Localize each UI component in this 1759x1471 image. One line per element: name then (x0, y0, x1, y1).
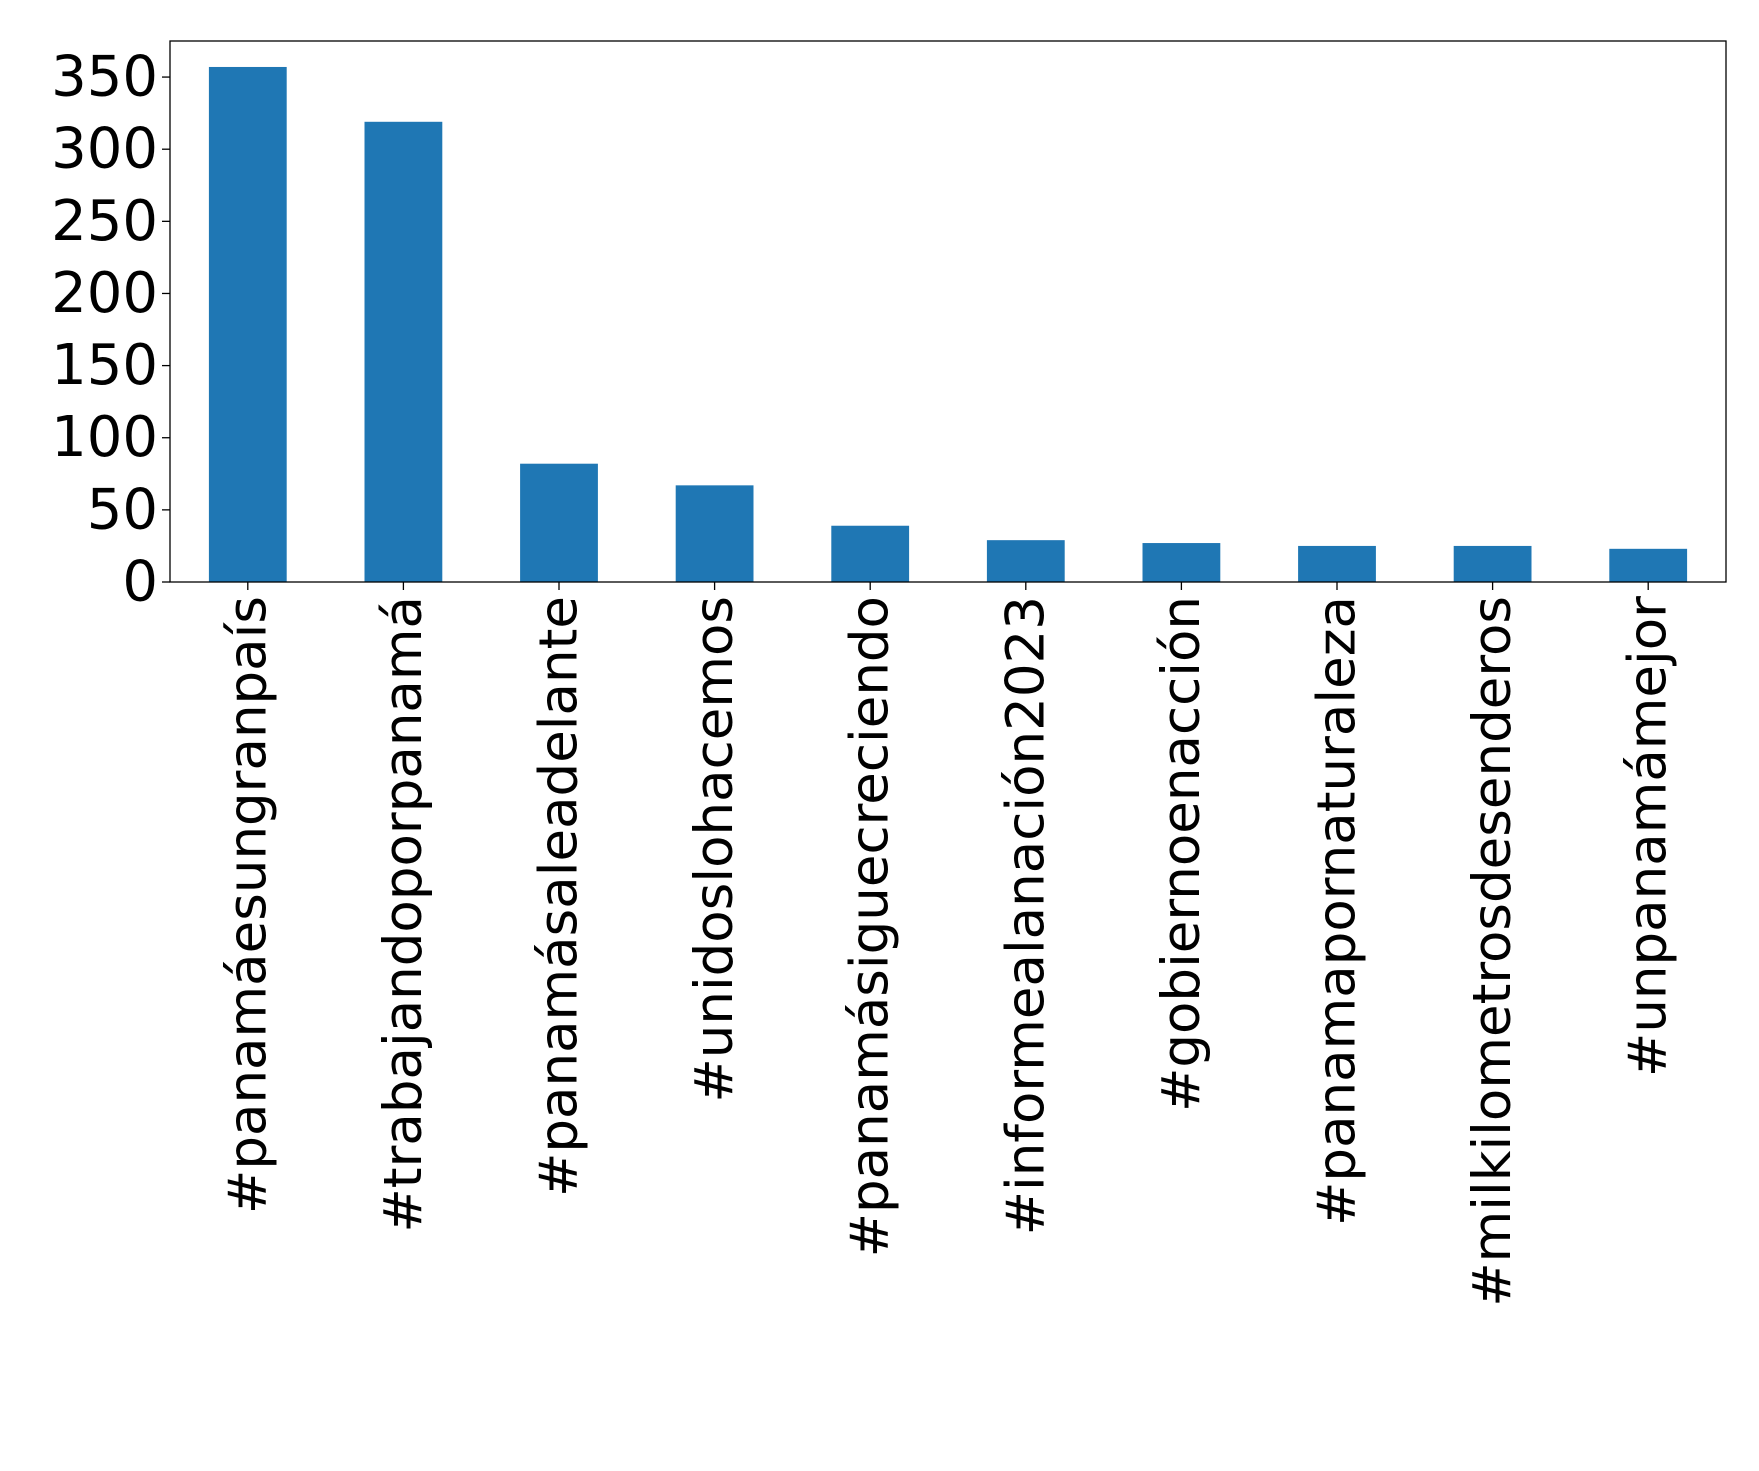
bar-4 (675, 485, 754, 582)
x-tick-label-10: #unpanamámejor (1618, 596, 1679, 1077)
bar-8 (1298, 545, 1376, 582)
bar-3 (520, 463, 598, 582)
y-tick-label-150: 150 (51, 333, 158, 398)
bar-7 (1142, 543, 1221, 582)
y-tick-label-0: 0 (122, 550, 158, 615)
y-tick-label-350: 350 (51, 45, 158, 110)
y-tick-label-100: 100 (51, 405, 158, 470)
x-tick-label-9: #milkilometrosdesenderos (1462, 596, 1523, 1307)
x-tick-label-3: #panamásaleadelante (529, 596, 590, 1197)
bar-10 (1609, 548, 1688, 582)
x-tick-label-2: #trabajandoporpanamá (373, 596, 434, 1233)
x-tick-label-5: #panamásiguecreciendo (840, 596, 901, 1257)
bar-6 (986, 540, 1065, 582)
x-axis: #panamáesungranpaís #trabajandoporpanamá #… (217, 582, 1679, 1307)
x-tick-label-7: #gobiernoenacción (1151, 596, 1212, 1112)
bar-1 (208, 66, 287, 582)
x-tick-label-1: #panamáesungranpaís (217, 596, 278, 1214)
x-tick-label-8: #panamapornaturaleza (1307, 596, 1368, 1226)
bar-2 (364, 121, 443, 582)
y-tick-label-50: 50 (87, 477, 158, 542)
y-tick-label-250: 250 (51, 189, 158, 254)
y-axis: 0 50 100 150 200 250 300 350 (51, 45, 170, 615)
bars-layer (208, 66, 1688, 582)
plot-frame (169, 40, 1727, 583)
x-tick-label-4: #unidoslohacemos (684, 596, 745, 1103)
x-tick-label-6: #informealanación2023 (995, 596, 1056, 1235)
bar-9 (1453, 545, 1532, 582)
y-tick-label-200: 200 (51, 261, 158, 326)
bar-5 (831, 525, 910, 582)
y-tick-label-300: 300 (51, 117, 158, 182)
